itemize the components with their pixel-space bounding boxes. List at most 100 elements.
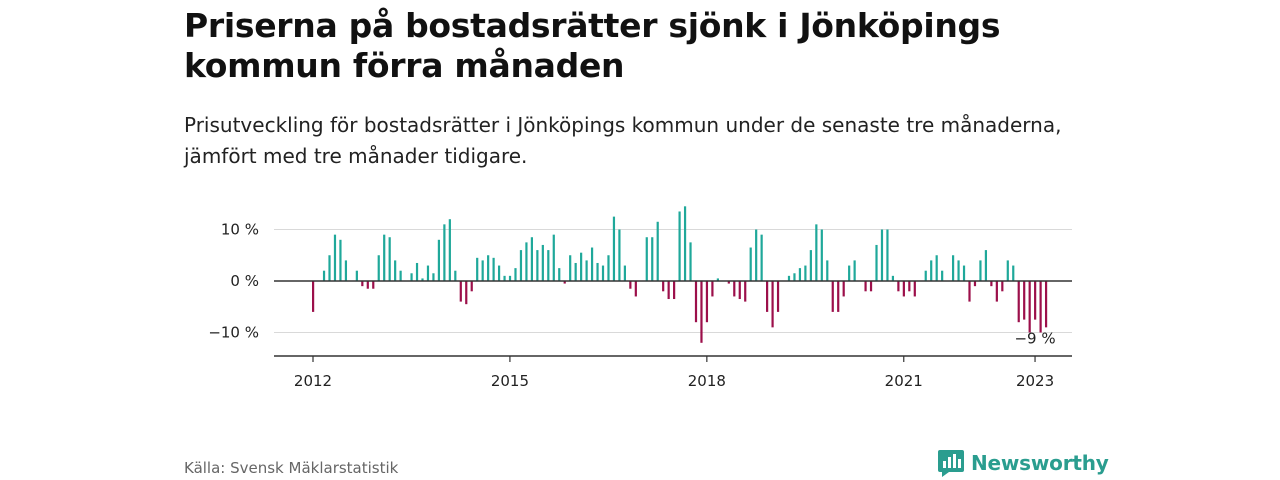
bar (683, 206, 687, 281)
bar (809, 250, 812, 281)
bar (618, 229, 621, 281)
bar (848, 265, 851, 281)
bar (497, 265, 501, 281)
bar (372, 281, 375, 289)
bar (957, 260, 960, 281)
bar (951, 255, 955, 281)
bar (569, 255, 572, 281)
bar (776, 281, 780, 312)
bar (1012, 265, 1015, 281)
chart-title: Priserna på bostadsrätter sjönk i Jönköp… (184, 6, 1001, 85)
bar (415, 262, 419, 281)
bar (727, 281, 730, 284)
bar (837, 281, 840, 312)
x-tick-label: 2012 (294, 372, 332, 390)
bar (749, 247, 752, 281)
x-tick-label: 2021 (885, 372, 923, 390)
bar (738, 281, 741, 300)
x-tick-label: 2018 (688, 372, 726, 390)
bar (705, 281, 709, 323)
bar (1017, 281, 1020, 323)
y-tick-label: 0 % (230, 272, 259, 290)
bar (333, 234, 337, 281)
bar (563, 281, 566, 284)
bar (552, 234, 555, 281)
bar (694, 281, 698, 323)
bar (432, 273, 435, 281)
y-tick-label: 10 % (221, 221, 259, 239)
bar (880, 229, 884, 281)
bar (339, 239, 342, 281)
bar (656, 221, 659, 281)
brand-logo: Newsworthy (937, 448, 1109, 478)
bar (629, 281, 632, 289)
bar (355, 270, 358, 281)
bar (891, 275, 895, 281)
bar (771, 281, 774, 328)
bar (459, 281, 462, 302)
bar (607, 255, 610, 281)
bar (481, 260, 484, 281)
bar (530, 237, 533, 281)
bar (536, 250, 539, 281)
bar (798, 268, 802, 281)
bar (760, 234, 763, 281)
bar (1039, 281, 1042, 333)
bar (508, 275, 512, 281)
bar (924, 270, 927, 281)
bar (519, 250, 523, 281)
brand-name: Newsworthy (971, 451, 1109, 475)
bar (558, 268, 561, 281)
bar (645, 237, 648, 281)
bar (361, 281, 364, 287)
bar (662, 281, 665, 292)
bar (525, 242, 528, 281)
bar (470, 281, 473, 292)
bar (984, 250, 988, 281)
bar (689, 242, 692, 281)
bar (678, 211, 681, 281)
bar (968, 281, 971, 302)
bar (842, 281, 845, 297)
bar (815, 224, 818, 281)
bar (383, 234, 386, 281)
bar (399, 270, 402, 281)
bar (476, 257, 479, 281)
bar (377, 255, 380, 281)
bar (875, 244, 878, 281)
bar (388, 237, 391, 281)
bar (711, 281, 714, 297)
bar (864, 281, 867, 292)
bar (853, 260, 856, 281)
bar (869, 281, 873, 292)
bar (443, 224, 446, 281)
bar (1044, 281, 1048, 328)
bar (787, 275, 791, 281)
source-note: Källa: Svensk Mäklarstatistik (184, 459, 399, 477)
bar (514, 268, 517, 281)
bar (487, 255, 490, 281)
bar (492, 257, 495, 281)
bar (344, 260, 348, 281)
bar (908, 281, 911, 292)
bar (1023, 281, 1026, 320)
bar (826, 260, 829, 281)
bar (410, 273, 413, 281)
bar (503, 275, 506, 281)
bar (673, 281, 676, 300)
bar (437, 239, 441, 281)
bar (612, 216, 616, 281)
newsworthy-logo-icon (938, 450, 964, 477)
bar (585, 260, 588, 281)
bar (623, 265, 626, 281)
bar (700, 281, 703, 343)
bar (990, 281, 993, 287)
chart-subtitle: Prisutveckling för bostadsrätter i Jönkö… (184, 113, 1062, 168)
bar (1001, 281, 1004, 292)
bar (454, 270, 457, 281)
bar (1028, 281, 1031, 333)
bar (962, 265, 966, 281)
bar (328, 255, 331, 281)
bar (596, 262, 599, 281)
bar (590, 247, 594, 281)
